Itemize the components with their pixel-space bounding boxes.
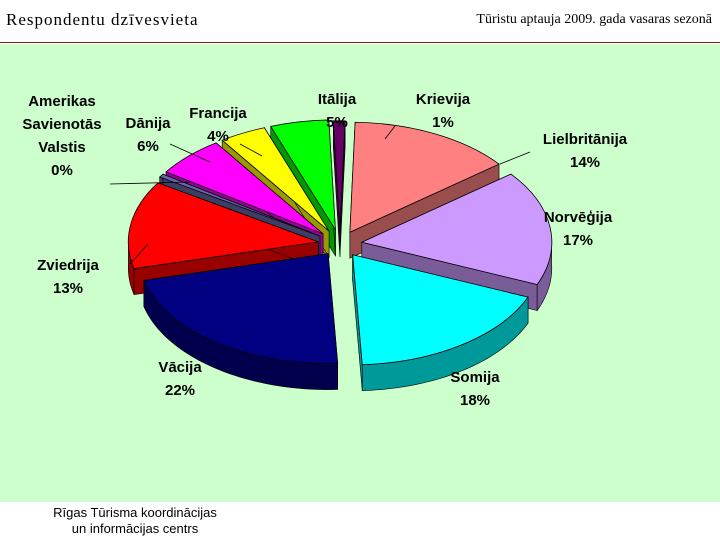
footer-line-1: Rīgas Tūrisma koordinācijas <box>53 505 217 520</box>
slice-value-v-cija: 22% <box>165 382 195 399</box>
slice-label-amerikas-savienot-s-valstis: Valstis <box>38 139 86 156</box>
slice-label-zviedrija: Zviedrija <box>37 257 99 274</box>
pie-slice-d-nija <box>165 142 324 235</box>
header-divider <box>0 42 720 43</box>
pie-labels: Krievija 1% Lielbritānija 14% Norvēģija 17% So… <box>22 91 627 409</box>
slice-label-amerikas-savienot-s-valstis: Savienotās <box>22 116 101 133</box>
leader-line-zviedrija <box>129 243 149 265</box>
survey-title: Tūristu aptauja 2009. gada vasaras sezon… <box>476 12 712 27</box>
slice-label-norv-ija: Norvēģija <box>544 209 613 226</box>
slice-value-it-lija: 5% <box>326 114 348 131</box>
leader-line-lielbrit-nija <box>499 151 531 165</box>
slice-value-norv-ija: 17% <box>563 232 593 249</box>
page-title: Respondentu dzīvesvieta <box>6 10 199 29</box>
pie-slice-lielbrit-nija <box>349 121 500 233</box>
slice-value-krievija: 1% <box>432 114 454 131</box>
pie-slice-tops <box>127 119 553 366</box>
slice-label-d-nija: Dānija <box>125 115 171 132</box>
pie-slice-francija <box>221 127 330 232</box>
slice-label-somija: Somija <box>450 369 500 386</box>
slice-value-somija: 18% <box>460 392 490 409</box>
slice-label-krievija: Krievija <box>416 91 471 108</box>
slice-label-v-cija: Vācija <box>158 359 202 376</box>
pie-slice-it-lija <box>270 119 336 231</box>
pie-slice-v-cija <box>143 253 339 365</box>
slice-label-amerikas-savienot-s-valstis: Amerikas <box>28 93 96 110</box>
slice-label-francija: Francija <box>189 105 247 122</box>
leader-line-krievija <box>384 125 396 140</box>
slice-value-lielbrit-nija: 14% <box>570 154 600 171</box>
leader-line-amerikas-savienot-s-valstis <box>109 181 191 185</box>
slice-label-it-lija: Itālija <box>318 91 357 108</box>
pie-slice-krievija <box>332 120 346 231</box>
footer-credit: Rīgas Tūrisma koordinācijas un informāci… <box>20 505 250 537</box>
slice-value-d-nija: 6% <box>137 138 159 155</box>
footer-line-2: un informācijas centrs <box>71 521 199 536</box>
pie-slice-amerikas-savienot-s-valstis <box>158 173 321 237</box>
pie-slice-somija <box>352 254 529 366</box>
slice-value-francija: 4% <box>207 128 229 145</box>
leader-line-d-nija <box>169 143 211 163</box>
pie-chart: Krievija 1% Lielbritānija 14% Norvēģija 17% So… <box>22 91 627 409</box>
slice-value-zviedrija: 13% <box>53 280 83 297</box>
leader-line-francija <box>239 143 263 157</box>
pie-slice-norv-ija <box>360 173 553 285</box>
slice-label-lielbrit-nija: Lielbritānija <box>543 131 628 148</box>
slice-value-amerikas-savienot-s-valstis: 0% <box>51 162 73 179</box>
chart-panel: Krievija 1% Lielbritānija 14% Norvēģija 17% So… <box>0 44 720 502</box>
